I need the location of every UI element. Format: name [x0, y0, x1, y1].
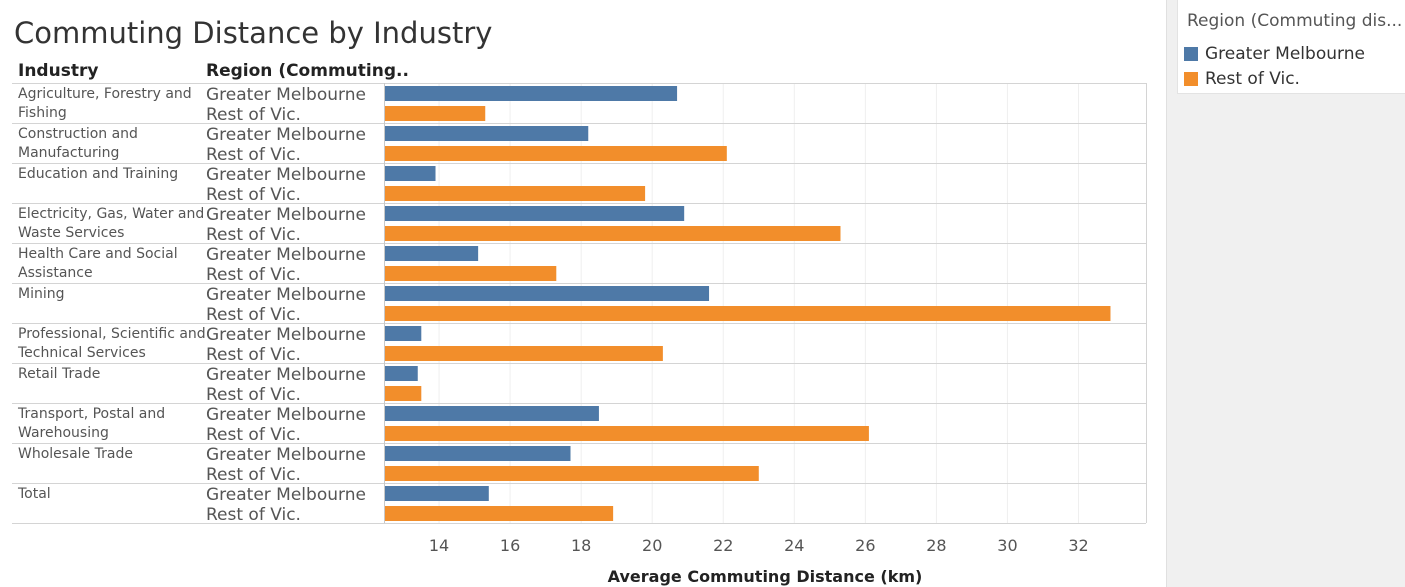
region-label: Rest of Vic.	[206, 305, 301, 325]
bar	[385, 146, 727, 161]
industry-label: Agriculture, Forestry and	[18, 86, 192, 102]
bar	[385, 366, 418, 381]
bar	[385, 346, 663, 361]
industry-label: Warehousing	[18, 425, 109, 441]
region-label: Rest of Vic.	[206, 385, 301, 405]
legend: Region (Commuting dis... Greater Melbour…	[1177, 0, 1405, 94]
region-label: Greater Melbourne	[206, 205, 366, 225]
bar	[385, 306, 1111, 321]
region-label: Greater Melbourne	[206, 165, 366, 185]
legend-swatch-greater-melbourne	[1184, 47, 1198, 61]
region-label: Rest of Vic.	[206, 185, 301, 205]
side-panel: Region (Commuting dis... Greater Melbour…	[1166, 0, 1405, 587]
region-label: Greater Melbourne	[206, 325, 366, 345]
industry-label: Technical Services	[17, 345, 146, 361]
bar	[385, 506, 614, 521]
bar	[385, 446, 571, 461]
region-label: Greater Melbourne	[206, 485, 366, 505]
bar	[385, 286, 710, 301]
region-label: Rest of Vic.	[206, 505, 301, 525]
bar	[385, 326, 422, 341]
industry-label: Wholesale Trade	[18, 446, 133, 462]
x-tick-label: 20	[642, 536, 662, 555]
industry-label: Waste Services	[18, 225, 124, 241]
legend-swatch-rest-of-vic	[1184, 72, 1198, 86]
region-label: Rest of Vic.	[206, 225, 301, 245]
x-tick-label: 26	[855, 536, 875, 555]
bar	[385, 166, 436, 181]
bar	[385, 266, 557, 281]
x-tick-label: 18	[571, 536, 591, 555]
bar	[385, 426, 869, 441]
industry-label: Construction and	[18, 126, 138, 142]
bar	[385, 486, 489, 501]
legend-label: Greater Melbourne	[1205, 44, 1365, 64]
region-label: Greater Melbourne	[206, 405, 366, 425]
industry-label: Assistance	[18, 265, 93, 281]
x-axis-title: Average Commuting Distance (km)	[608, 567, 923, 586]
bar	[385, 466, 759, 481]
x-tick-label: 14	[429, 536, 449, 555]
region-label: Greater Melbourne	[206, 245, 366, 265]
region-label: Greater Melbourne	[206, 85, 366, 105]
industry-column-header[interactable]: Industry	[18, 61, 99, 81]
industry-label: Transport, Postal and	[17, 406, 165, 422]
industry-label: Fishing	[18, 105, 67, 121]
region-label: Rest of Vic.	[206, 465, 301, 485]
x-tick-label: 24	[784, 536, 804, 555]
bar	[385, 206, 685, 221]
bar	[385, 386, 422, 401]
region-label: Greater Melbourne	[206, 285, 366, 305]
region-label: Greater Melbourne	[206, 125, 366, 145]
industry-label: Total	[17, 486, 51, 502]
bar	[385, 186, 646, 201]
region-label: Greater Melbourne	[206, 445, 366, 465]
industry-label: Manufacturing	[18, 145, 119, 161]
region-label: Rest of Vic.	[206, 105, 301, 125]
region-column-header[interactable]: Region (Commuting..	[206, 61, 409, 81]
industry-label: Mining	[18, 286, 65, 302]
region-label: Rest of Vic.	[206, 345, 301, 365]
legend-label: Rest of Vic.	[1205, 69, 1300, 89]
chart-title: Commuting Distance by Industry	[14, 16, 493, 50]
bar	[385, 226, 841, 241]
x-tick-label: 28	[926, 536, 946, 555]
x-tick-label: 16	[500, 536, 520, 555]
legend-title[interactable]: Region (Commuting dis...	[1187, 11, 1401, 31]
bar	[385, 246, 479, 261]
industry-label: Health Care and Social	[18, 246, 178, 262]
industry-label: Education and Training	[18, 166, 178, 182]
region-label: Greater Melbourne	[206, 365, 366, 385]
x-tick-label: 22	[713, 536, 733, 555]
x-tick-label: 30	[997, 536, 1017, 555]
bar	[385, 106, 486, 121]
industry-label: Retail Trade	[18, 366, 100, 382]
bar	[385, 406, 599, 421]
industry-label: Electricity, Gas, Water and	[18, 206, 204, 222]
bar	[385, 126, 589, 141]
industry-label: Professional, Scientific and	[18, 326, 206, 342]
bar	[385, 86, 678, 101]
bar-chart: Agriculture, Forestry and Fishing Greater …	[12, 83, 1147, 586]
region-label: Rest of Vic.	[206, 265, 301, 285]
x-tick-label: 32	[1068, 536, 1088, 555]
region-label: Rest of Vic.	[206, 425, 301, 445]
region-label: Rest of Vic.	[206, 145, 301, 165]
